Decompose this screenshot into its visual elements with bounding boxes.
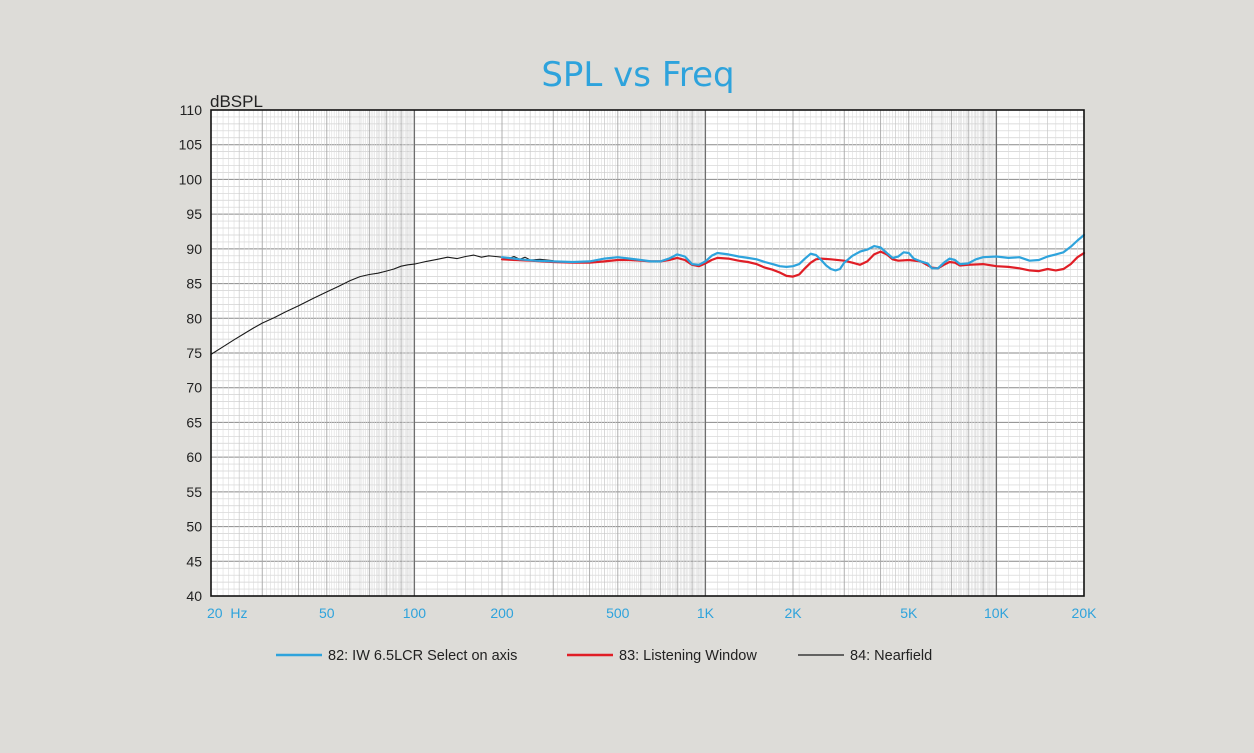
y-tick-label: 75	[186, 345, 202, 361]
y-tick-label: 85	[186, 276, 202, 292]
y-tick-label: 90	[186, 241, 202, 257]
y-tick-label: 80	[186, 310, 202, 326]
plot-frame	[210, 109, 1085, 597]
y-tick-label: 55	[186, 484, 202, 500]
legend-label: 82: IW 6.5LCR Select on axis	[328, 648, 517, 664]
chart-title: SPL vs Freq	[541, 55, 734, 95]
y-tick-label: 70	[186, 380, 202, 396]
x-tick-label: 2K	[784, 605, 802, 621]
y-tick-label: 100	[179, 171, 203, 187]
legend-label: 83: Listening Window	[619, 648, 757, 664]
x-tick-label: 10K	[984, 605, 1010, 621]
y-tick-label: 110	[180, 102, 203, 118]
x-tick-label: 100	[403, 605, 427, 621]
y-tick-label: 60	[186, 449, 202, 465]
y-tick-label: 95	[186, 206, 202, 222]
x-ticks: 20 Hz 50 100 200 500 1K 2K 5K 10K 20K	[207, 605, 1097, 621]
x-tick-label: 500	[606, 605, 630, 621]
x-tick-label: 20 Hz	[207, 605, 247, 621]
series-lines	[210, 233, 1086, 355]
legend: 82: IW 6.5LCR Select on axis 83: Listenin…	[276, 648, 932, 664]
x-tick-label: 5K	[900, 605, 918, 621]
y-tick-label: 105	[179, 137, 203, 153]
grid	[210, 109, 1085, 597]
legend-label: 84: Nearfield	[850, 648, 932, 664]
y-tick-label: 50	[186, 519, 202, 535]
x-tick-label: 1K	[697, 605, 715, 621]
x-tick-label: 200	[490, 605, 514, 621]
y-tick-label: 65	[186, 414, 202, 430]
y-ticks: 40 45 50 55 60 65 70 75 80 85 90 95 100 105 110	[179, 102, 203, 604]
y-tick-label: 45	[186, 553, 202, 569]
series-line-1	[500, 233, 1086, 272]
y-tick-label: 40	[186, 588, 202, 604]
y-axis-label: dBSPL	[210, 92, 263, 111]
x-tick-label: 20K	[1072, 605, 1098, 621]
x-tick-label: 50	[319, 605, 335, 621]
